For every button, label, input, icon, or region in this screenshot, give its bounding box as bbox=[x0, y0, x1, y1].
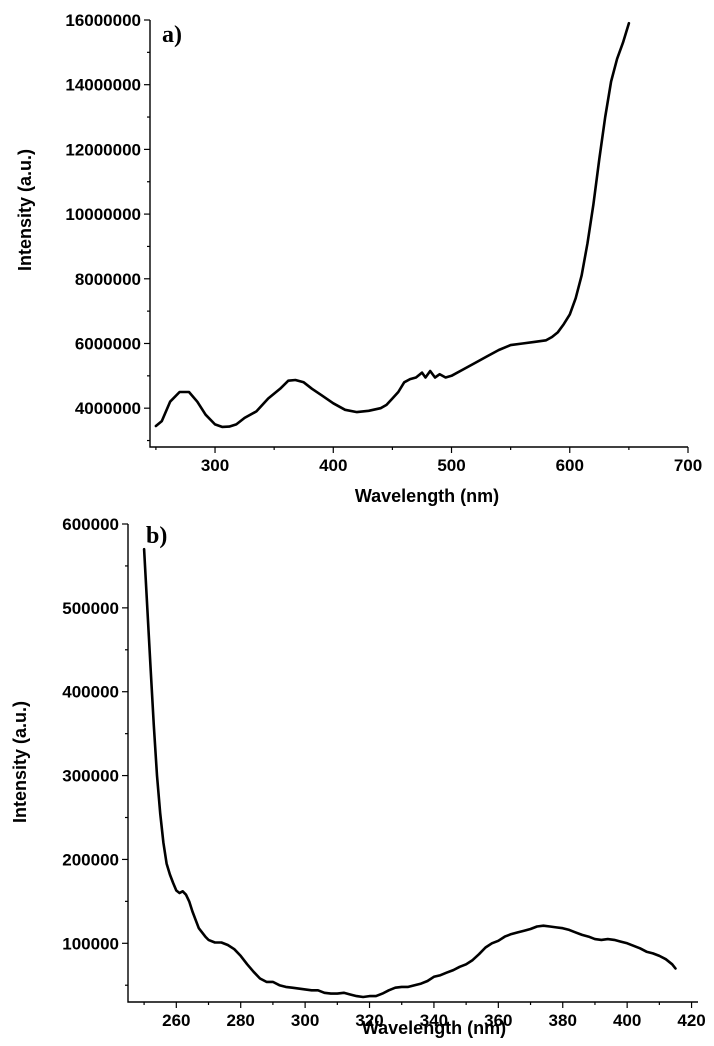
y-tick-label-b: 100000 bbox=[62, 934, 119, 953]
x-tick-label-b: 300 bbox=[291, 1011, 319, 1030]
series-line-a bbox=[154, 21, 631, 429]
y-tick-label-b: 200000 bbox=[62, 850, 119, 869]
panel-label-a: a) bbox=[162, 22, 182, 48]
x-tick-label-b: 260 bbox=[162, 1011, 190, 1030]
y-tick-label-a: 14000000 bbox=[65, 76, 141, 95]
x-tick-label-a: 400 bbox=[319, 456, 347, 475]
y-tick-label-b: 400000 bbox=[62, 683, 119, 702]
x-axis-title-a: Wavelength (nm) bbox=[355, 486, 499, 506]
axis-frame-a bbox=[149, 20, 688, 448]
y-axis-title-a: Intensity (a.u.) bbox=[15, 149, 35, 271]
x-tick-label-b: 320 bbox=[355, 1011, 383, 1030]
y-tick-label-a: 10000000 bbox=[65, 205, 141, 224]
y-tick-label-a: 12000000 bbox=[65, 140, 141, 159]
y-tick-label-b: 500000 bbox=[62, 599, 119, 618]
y-axis-title-b: Intensity (a.u.) bbox=[10, 701, 30, 823]
series-line-b bbox=[142, 547, 677, 999]
chart-panel-a: a) Wavelength (nm) Intensity (a.u.) 4000… bbox=[15, 11, 702, 506]
y-tick-label-a: 4000000 bbox=[75, 399, 141, 418]
x-tick-label-b: 400 bbox=[613, 1011, 641, 1030]
x-tick-label-a: 300 bbox=[201, 456, 229, 475]
panel-label-b: b) bbox=[146, 523, 167, 549]
x-tick-label-a: 500 bbox=[437, 456, 465, 475]
x-tick-label-a: 600 bbox=[556, 456, 584, 475]
y-tick-label-a: 6000000 bbox=[75, 334, 141, 353]
y-tick-label-a: 8000000 bbox=[75, 270, 141, 289]
axis-frame-b bbox=[127, 524, 698, 1003]
x-tick-label-b: 360 bbox=[484, 1011, 512, 1030]
y-tick-label-b: 600000 bbox=[62, 515, 119, 534]
x-tick-label-b: 420 bbox=[677, 1011, 705, 1030]
x-tick-label-b: 280 bbox=[227, 1011, 255, 1030]
x-tick-label-b: 340 bbox=[420, 1011, 448, 1030]
x-axis-title-b: Wavelength (nm) bbox=[362, 1018, 506, 1038]
y-tick-label-a: 16000000 bbox=[65, 11, 141, 30]
y-tick-label-b: 300000 bbox=[62, 767, 119, 786]
x-tick-label-b: 380 bbox=[549, 1011, 577, 1030]
x-tick-label-a: 700 bbox=[674, 456, 702, 475]
chart-panel-b: b) Wavelength (nm) Intensity (a.u.) 1000… bbox=[10, 515, 706, 1038]
